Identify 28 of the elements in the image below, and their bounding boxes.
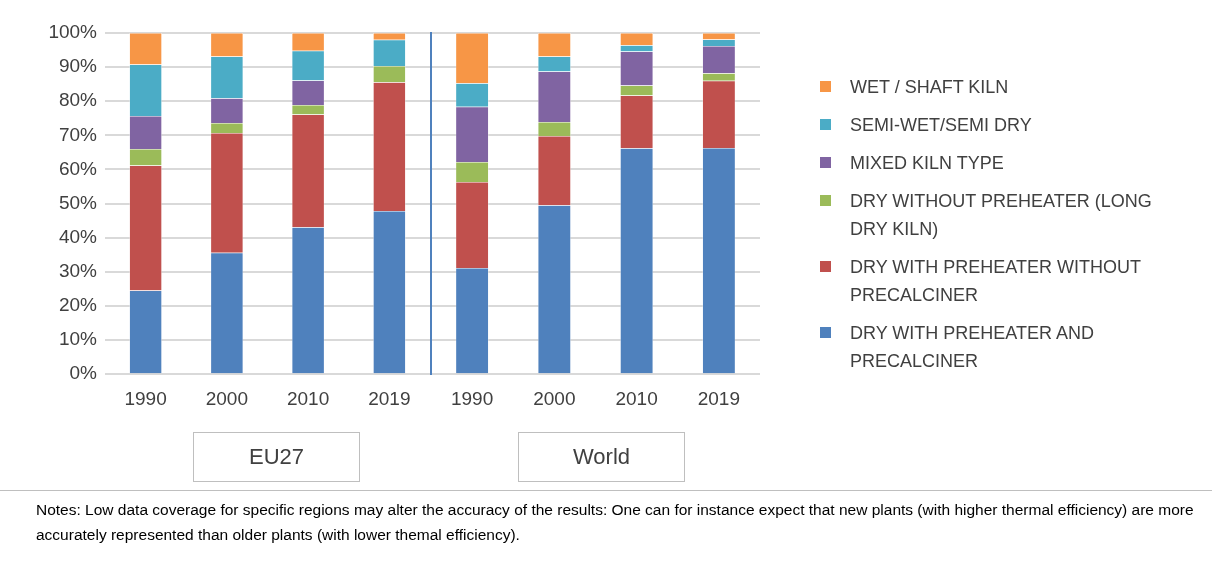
y-tick-label: 10% bbox=[58, 328, 98, 350]
legend-label: MIXED KILN TYPE bbox=[850, 153, 1004, 173]
x-axis-title: EU27 bbox=[193, 432, 360, 482]
legend-label: SEMI-WET/SEMI DRY bbox=[850, 115, 1032, 135]
y-tick-label: 60% bbox=[58, 157, 98, 179]
x-tick-label: 2010 bbox=[615, 387, 658, 409]
y-tick-label: 90% bbox=[58, 55, 98, 77]
y-tick-label: 70% bbox=[58, 123, 98, 145]
x-tick-label: 1990 bbox=[124, 387, 167, 409]
x-tick-label: 2010 bbox=[286, 387, 330, 409]
legend-label: DRY WITHOUT PREHEATER (LONG DRY KILN) bbox=[850, 191, 1152, 239]
x-tick-label: 2000 bbox=[533, 387, 576, 409]
y-tick-label: 0% bbox=[69, 362, 98, 384]
y-tick-label: 40% bbox=[58, 225, 98, 247]
y-tick-label: 30% bbox=[58, 260, 98, 282]
y-tick-label: 50% bbox=[58, 191, 98, 213]
x-tick-label: 1990 bbox=[450, 387, 494, 409]
x-axis-title: World bbox=[518, 432, 685, 482]
y-tick-label: 80% bbox=[58, 89, 98, 111]
x-tick-label: 2019 bbox=[697, 387, 741, 409]
x-tick-label: 2000 bbox=[205, 387, 249, 409]
legend-label: WET / SHAFT KILN bbox=[850, 77, 1009, 97]
y-tick-label: 20% bbox=[58, 294, 98, 316]
y-tick-label: 100% bbox=[48, 21, 98, 43]
text: Notes: Low data coverage for specific regions may alter the accuracy of the results: One can for instance expect that new plants (with higher thermal efficiency) are more accurately represented than older plants (with lower themal efficiency). bbox=[0, 490, 1212, 547]
legend-label: DRY WITH PREHEATER AND PRECALCINER bbox=[850, 323, 1095, 371]
x-tick-label: 2019 bbox=[368, 387, 411, 409]
legend-label: DRY WITH PREHEATER WITHOUT PRECALCINER bbox=[850, 257, 1141, 305]
